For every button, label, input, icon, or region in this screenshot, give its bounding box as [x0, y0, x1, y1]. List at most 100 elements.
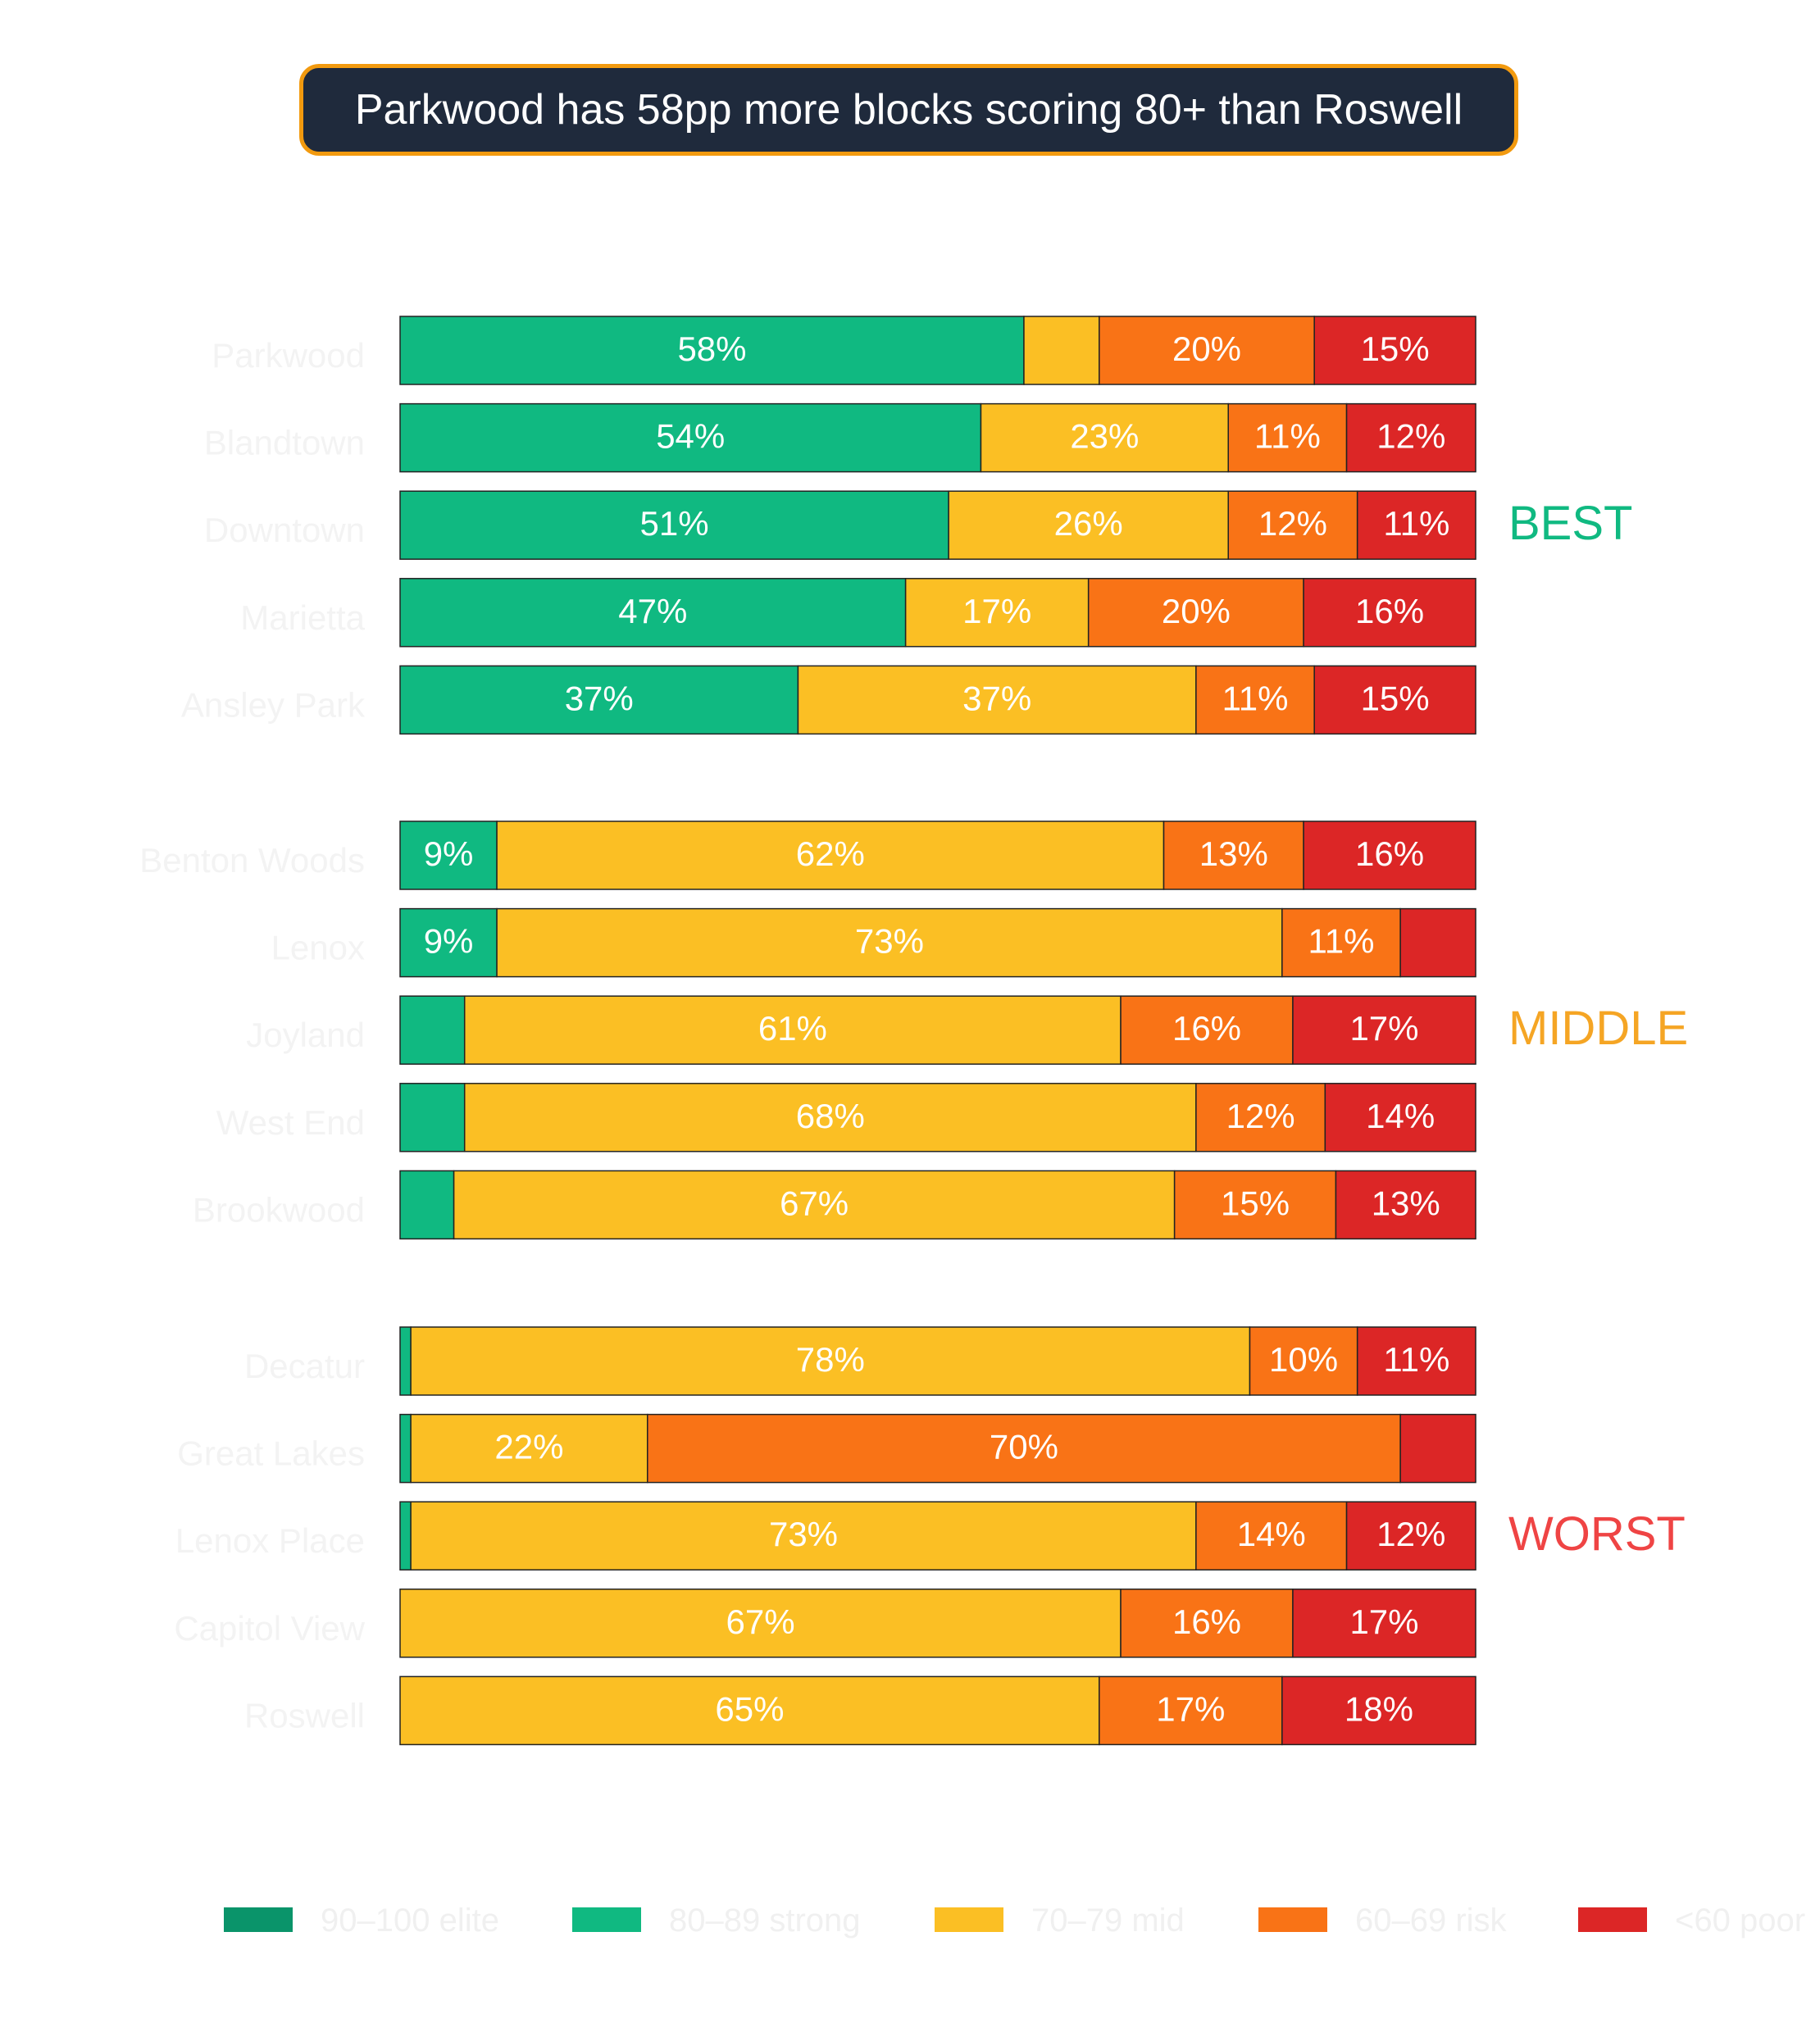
row-label: Roswell — [244, 1696, 365, 1734]
segment-value-label: 22% — [494, 1428, 563, 1466]
bar-segment — [1120, 995, 1294, 1065]
segment-value-label: 17% — [962, 592, 1031, 630]
bar-segment — [399, 490, 949, 560]
segment-value-label: 11% — [1383, 1340, 1449, 1379]
bar-segment — [399, 402, 982, 473]
segment-value-label: 67% — [726, 1602, 794, 1641]
bar-segment — [1227, 402, 1348, 473]
segment-value-label: 13% — [1199, 834, 1268, 873]
segment-value-label: 12% — [1258, 504, 1327, 543]
bar-segment — [1345, 1501, 1476, 1571]
segment-value-label: 78% — [796, 1340, 865, 1379]
bar-segment — [399, 665, 799, 735]
row-label: Great Lakes — [177, 1434, 365, 1473]
bar-segment — [1303, 820, 1476, 890]
segment-value-label: 16% — [1172, 1602, 1241, 1641]
segment-value-label: 54% — [656, 417, 725, 456]
bar-segment — [399, 1589, 1122, 1658]
bar-segment — [1195, 665, 1315, 735]
chart-title: Parkwood has 58pp more blocks scoring 80… — [299, 64, 1518, 156]
bar-segment — [1313, 665, 1476, 735]
segment-value-label: 62% — [796, 834, 865, 873]
bar-segment — [453, 1170, 1176, 1240]
bar-segment — [948, 490, 1229, 560]
bar-segment — [1335, 1170, 1476, 1240]
bar-segment — [1345, 402, 1476, 473]
segment-value-label: 15% — [1361, 330, 1430, 368]
segment-value-label: 20% — [1172, 330, 1241, 368]
row-label: Downtown — [204, 511, 365, 549]
bar-segment — [1023, 316, 1100, 385]
bar-segment — [399, 1501, 412, 1571]
segment-value-label: 17% — [1349, 1602, 1418, 1641]
bar-segment — [399, 1413, 412, 1484]
bar-segment — [1120, 1589, 1294, 1658]
segment-value-label: 18% — [1345, 1689, 1413, 1728]
segment-value-label: 47% — [618, 592, 687, 630]
segment-value-label: 37% — [962, 679, 1031, 717]
bar-segment — [399, 316, 1025, 385]
segment-value-label: 9% — [424, 834, 474, 873]
segment-value-label: 26% — [1054, 504, 1123, 543]
row-label: Marietta — [240, 598, 365, 637]
group-label: BEST — [1508, 497, 1633, 550]
legend-swatch — [224, 1907, 293, 1932]
bar-segment — [1281, 1675, 1476, 1746]
row-label: Parkwood — [212, 336, 365, 375]
bar-segment — [399, 1083, 466, 1152]
bar-segment — [1249, 1326, 1358, 1396]
bar-segment — [399, 578, 907, 648]
segment-value-label: 51% — [640, 504, 709, 543]
row-label: Ansley Park — [181, 685, 366, 724]
row-label: Benton Woods — [139, 841, 365, 880]
segment-value-label: 73% — [855, 922, 924, 961]
segment-value-label: 65% — [715, 1689, 784, 1728]
bar-segment — [1087, 578, 1304, 648]
segment-value-label: 11% — [1222, 679, 1289, 717]
segment-value-label: 23% — [1070, 417, 1139, 456]
segment-value-label: 15% — [1361, 679, 1430, 717]
legend-label: 80–89 strong — [669, 1902, 861, 1939]
segment-value-label: 12% — [1376, 417, 1445, 456]
segment-value-label: 11% — [1308, 922, 1375, 961]
bar-segment — [399, 1326, 412, 1396]
legend-label: 70–79 mid — [1031, 1902, 1185, 1939]
segment-value-label: 16% — [1355, 592, 1424, 630]
legend-label: <60 poor — [1675, 1902, 1805, 1939]
segment-value-label: 12% — [1376, 1515, 1445, 1553]
bar-segment — [1303, 578, 1476, 648]
bar-segment — [1099, 1675, 1283, 1746]
segment-value-label: 10% — [1269, 1340, 1338, 1379]
segment-value-label: 61% — [758, 1009, 827, 1048]
segment-value-label: 16% — [1355, 834, 1424, 873]
segment-value-label: 11% — [1383, 504, 1449, 543]
bar-segment — [399, 1170, 455, 1240]
bar-segment — [1324, 1083, 1476, 1152]
bar-segment — [399, 907, 498, 978]
row-label: Blandtown — [204, 424, 365, 462]
bar-segment — [1195, 1501, 1348, 1571]
bar-segment — [496, 820, 1165, 890]
segment-value-label: 67% — [780, 1184, 849, 1222]
legend-swatch — [1578, 1907, 1647, 1932]
row-label: Lenox — [271, 929, 365, 967]
segment-value-label: 37% — [565, 679, 634, 717]
segment-value-label: 68% — [796, 1097, 865, 1135]
segment-value-label: 9% — [424, 922, 474, 961]
segment-value-label: 17% — [1156, 1689, 1225, 1728]
row-label: Brookwood — [193, 1190, 365, 1229]
group-label: WORST — [1508, 1507, 1686, 1561]
segment-value-label: 13% — [1372, 1184, 1440, 1222]
segment-value-label: 11% — [1254, 417, 1321, 456]
segment-value-label: 70% — [990, 1428, 1058, 1466]
bar-segment — [1356, 490, 1476, 560]
bar-segment — [1292, 995, 1476, 1065]
bar-segment — [410, 1501, 1197, 1571]
bar-segment — [1292, 1589, 1476, 1658]
bar-segment — [1313, 316, 1476, 385]
legend-swatch — [1258, 1907, 1327, 1932]
bar-segment — [1173, 1170, 1337, 1240]
bar-segment — [399, 995, 466, 1065]
bar-segment — [1399, 907, 1476, 978]
